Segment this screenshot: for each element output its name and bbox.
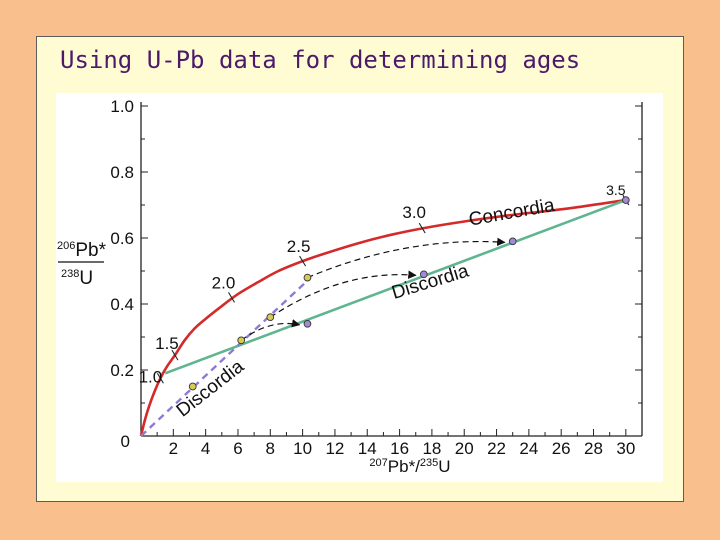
data-point [188, 382, 197, 391]
x-tick-label: 12 [325, 439, 344, 458]
x-axis-label-part: U [438, 457, 450, 476]
series-layer [139, 198, 627, 437]
x-tick-label: 24 [519, 439, 538, 458]
series-concordia-0 [139, 198, 627, 437]
x-tick-label: 20 [455, 439, 474, 458]
series-discordia-2 [140, 276, 312, 437]
x-tick-label: 30 [616, 439, 635, 458]
y-label-part: 206 [57, 240, 75, 252]
slide-title: Using U-Pb data for determining ages [60, 46, 581, 74]
evolution-arrow [240, 319, 301, 341]
x-tick-label: 26 [552, 439, 571, 458]
age-tick [418, 222, 426, 234]
y-label-part: 238 [61, 268, 79, 280]
axes [140, 102, 643, 437]
labels-layer: 0.20.40.60.81.00 2 4 6 8 10 12 14 16 18 20 22 24 26 28… [57, 97, 635, 476]
y-tick-label: 0.6 [110, 229, 134, 248]
age-label: 3.5 [606, 182, 626, 198]
x-tick-label: 16 [390, 439, 409, 458]
curve-label-discordia: Discordia [389, 260, 471, 303]
x-tick-label: 28 [584, 439, 603, 458]
y-label-part: Pb* [75, 240, 106, 261]
age-label: 2.5 [287, 237, 311, 256]
age-tick [299, 255, 307, 267]
age-label: 3.0 [402, 203, 426, 222]
x-tick-label: 2 [169, 439, 178, 458]
data-point [237, 336, 246, 345]
y-label-part: U [79, 268, 93, 289]
curve-label-concordia: Concordia [467, 195, 556, 231]
x-axis-label-part: 207 [369, 457, 387, 469]
x-tick-label: 4 [201, 439, 210, 458]
data-point [303, 273, 312, 282]
y-tick-label: 0.4 [110, 295, 134, 314]
age-label: 2.0 [212, 273, 236, 292]
x-axis-label-part: 235 [420, 457, 438, 469]
x-axis-label-part: Pb*/ [388, 457, 420, 476]
y-axis-label-denominator: 238U [61, 268, 93, 289]
data-point [621, 196, 630, 204]
marks-layer [156, 194, 630, 391]
y-tick-label: 0.8 [110, 163, 134, 182]
y-axis-label-numerator: 206Pb* [57, 240, 107, 261]
data-point [419, 270, 428, 279]
x-tick-label: 8 [266, 439, 275, 458]
y-tick-label: 0.2 [110, 361, 134, 380]
age-tick [156, 372, 164, 384]
evolution-arrow [269, 270, 417, 318]
evolution-arrow [307, 237, 506, 279]
data-point [508, 237, 517, 246]
y-tick-label: 1.0 [110, 97, 134, 116]
age-tick [228, 292, 235, 303]
plot-panel [56, 93, 663, 482]
age-tick [171, 349, 179, 361]
x-tick-label: 10 [293, 439, 312, 458]
x-tick-label: 18 [422, 439, 441, 458]
x-tick-label: 22 [487, 439, 506, 458]
data-point [266, 313, 275, 322]
x-tick-label: 14 [358, 439, 377, 458]
age-label: 1.0 [139, 367, 163, 386]
series-discordia-1 [164, 198, 627, 375]
x-axis-label: 207Pb*/235U [369, 457, 450, 476]
origin-label: 0 [121, 432, 130, 451]
age-label: 1.5 [155, 334, 179, 353]
x-tick-label: 6 [233, 439, 242, 458]
data-point [303, 319, 312, 328]
